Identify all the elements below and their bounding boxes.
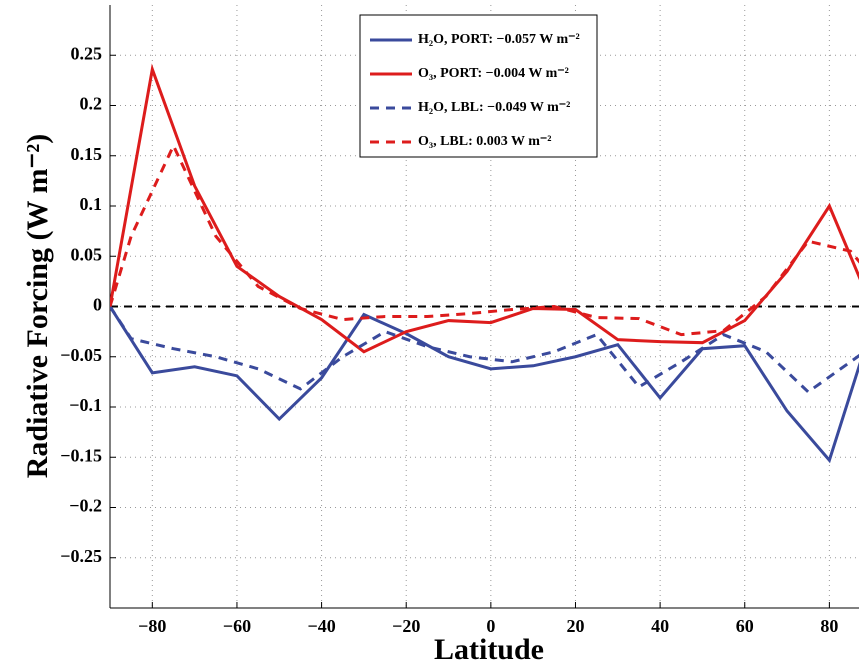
y-tick-label: −0.05 — [60, 345, 102, 365]
x-tick-label: −80 — [138, 616, 166, 636]
legend: H₂O, PORT: −0.057 W m⁻² O₃, PORT: −0.004 … — [359, 14, 598, 158]
series-line — [110, 305, 859, 394]
x-tick-label: 60 — [736, 616, 754, 636]
y-tick-label: −0.15 — [60, 445, 102, 465]
x-tick-label: 40 — [651, 616, 669, 636]
plot-area — [110, 63, 859, 464]
x-tick-label: 20 — [566, 616, 584, 636]
x-tick-label: −40 — [307, 616, 335, 636]
y-tick-label: −0.1 — [69, 395, 102, 415]
y-tick-label: 0.2 — [80, 94, 103, 114]
y-tick-label: 0.15 — [71, 144, 103, 164]
series-line — [110, 142, 859, 337]
y-axis-label: Radiative Forcing (W m⁻²) — [21, 134, 54, 479]
legend-label: H₂O, LBL: −0.049 W m⁻² — [418, 100, 570, 115]
y-tick-label: 0.25 — [71, 43, 103, 63]
x-tick-label: −20 — [392, 616, 420, 636]
y-tick-label: 0.1 — [80, 194, 103, 214]
x-tick-label: −60 — [223, 616, 251, 636]
y-tick-label: 0.05 — [71, 244, 103, 264]
series-line — [110, 305, 859, 464]
legend-label: O₃, LBL: 0.003 W m⁻² — [418, 134, 552, 149]
legend-label: H₂O, PORT: −0.057 W m⁻² — [418, 32, 580, 47]
series-line — [110, 63, 859, 354]
legend-label: O₃, PORT: −0.004 W m⁻² — [418, 66, 569, 81]
x-tick-label: 80 — [820, 616, 838, 636]
y-tick-label: 0 — [93, 295, 102, 315]
x-tick-label: 0 — [486, 616, 495, 636]
x-axis-label: Latitude — [434, 633, 544, 666]
y-tick-label: −0.2 — [69, 496, 102, 516]
y-tick-label: −0.25 — [60, 546, 102, 566]
